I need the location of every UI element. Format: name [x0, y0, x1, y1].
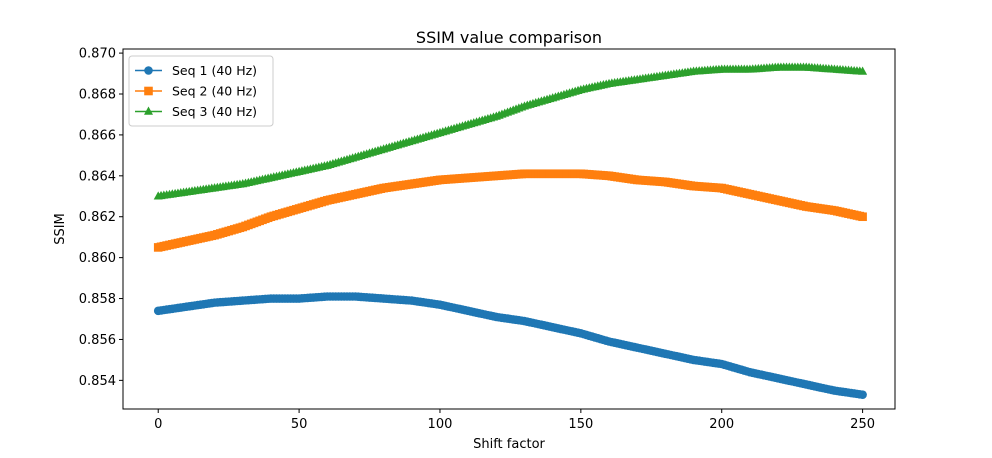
legend-box	[128, 55, 274, 127]
y-tick-label: 0.864	[79, 169, 116, 184]
y-axis-label: SSIM	[53, 213, 68, 245]
data-point	[858, 212, 867, 222]
y-tick-label: 0.860	[79, 251, 116, 266]
y-tick-label: 0.858	[79, 292, 116, 307]
y-tick-label: 0.862	[79, 210, 116, 225]
legend-label: Seq 1 (40 Hz)	[172, 63, 257, 78]
legend-marker	[143, 106, 154, 115]
x-tick-label: 200	[709, 417, 734, 432]
legend-entry: Seq 1 (40 Hz)	[135, 63, 257, 78]
x-tick-label: 250	[850, 417, 875, 432]
data-point	[858, 390, 867, 399]
x-axis: 0 50 100 150 200 250	[154, 409, 875, 432]
chart-title: SSIM value comparison	[416, 28, 602, 47]
plot-area	[153, 62, 868, 399]
legend-marker	[144, 86, 153, 96]
legend-label: Seq 3 (40 Hz)	[172, 104, 257, 119]
y-tick-label: 0.870	[79, 47, 116, 62]
y-tick-label: 0.856	[79, 333, 116, 348]
axes-frame	[122, 48, 896, 410]
series-1	[153, 292, 867, 399]
x-axis-label: Shift factor	[473, 437, 545, 452]
data-point	[858, 66, 868, 75]
legend-marker	[144, 66, 153, 75]
y-tick-label: 0.866	[79, 128, 116, 143]
x-tick-label: 150	[568, 417, 593, 432]
legend: Seq 1 (40 Hz) Seq 2 (40 Hz) Seq 3 (40 Hz)	[128, 55, 274, 127]
y-tick-label: 0.868	[79, 88, 116, 103]
legend-entry: Seq 3 (40 Hz)	[135, 104, 257, 119]
x-tick-label: 100	[428, 417, 453, 432]
series-2	[153, 169, 867, 252]
y-tick-label: 0.854	[79, 374, 116, 389]
y-axis: 0.854 0.856 0.858 0.860 0.862 0.864 0.866 0.868…	[79, 47, 123, 389]
legend-label: Seq 2 (40 Hz)	[172, 84, 257, 99]
legend-entry: Seq 2 (40 Hz)	[135, 84, 257, 99]
series-3	[153, 62, 868, 200]
x-tick-label: 50	[291, 417, 308, 432]
x-tick-label: 0	[154, 417, 162, 432]
